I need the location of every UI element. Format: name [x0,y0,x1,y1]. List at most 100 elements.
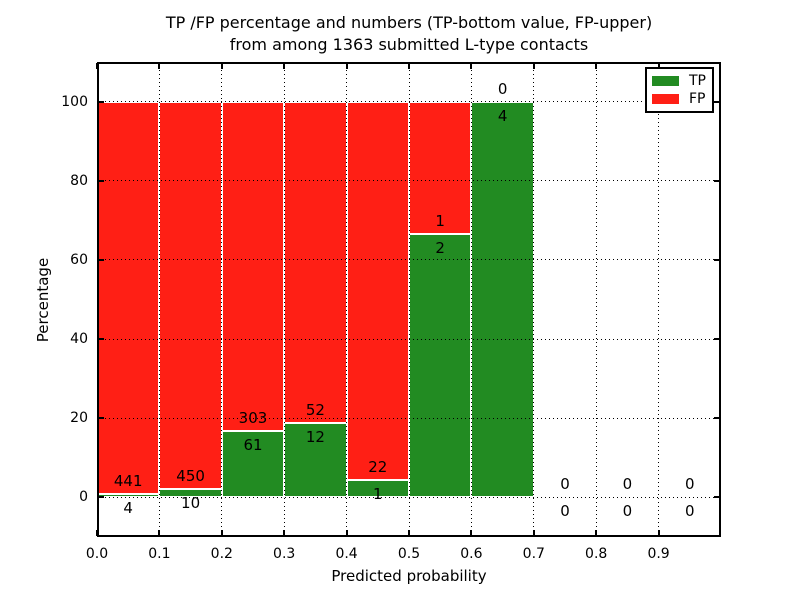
x-tick-label: 0.4 [335,546,358,562]
tp-count-label: 12 [305,428,325,447]
x-tick-mark [408,530,410,536]
y-tick-label: 60 [70,251,88,268]
x-tick-mark [96,63,98,69]
y-tick-label: 40 [70,331,88,348]
axes-frame [97,62,721,537]
bar-tp-segment [221,431,285,498]
fp-count-label: 441 [113,471,143,490]
fp-count-label: 1 [435,211,445,230]
x-tick-mark [408,63,410,69]
y-tick-mark [98,338,104,341]
y-tick-mark [714,258,720,261]
x-tick-mark [283,63,286,69]
y-tick-mark [714,496,720,499]
bar-tp-segment [471,101,534,498]
bar-tp-segment [409,233,472,498]
v-gridline [658,62,660,537]
y-tick-mark [714,100,720,103]
tp-count-label: 61 [243,436,263,455]
chart-title-line2: from among 1363 submitted L-type contact… [229,35,589,54]
v-gridline [408,62,410,537]
x-tick-mark [470,63,473,69]
tp-count-label: 0 [622,502,633,521]
x-tick-mark [532,63,535,69]
x-tick-label: 0.7 [522,546,545,562]
x-tick-label: 0.2 [210,546,233,562]
x-tick-label: 0.3 [273,546,296,562]
x-tick-mark [158,63,161,69]
x-axis-label: Predicted probability [331,567,487,585]
bar-fp-segment [409,101,472,234]
x-tick-label: 0.8 [585,546,608,562]
fp-legend-label: FP [689,91,706,107]
x-tick-mark [657,530,660,536]
tp-count-label: 0 [560,502,570,521]
v-gridline [595,62,597,537]
bar-tp-segment [346,480,409,498]
v-gridline [346,62,348,537]
fp-count-label: 0 [622,475,633,494]
bar-fp-segment [97,101,160,494]
x-tick-label: 0.0 [85,546,109,562]
y-tick-mark [98,258,104,261]
bar-fp-segment [159,101,222,489]
x-tick-label: 0.5 [397,546,421,562]
legend-entry-tp: TP [652,74,707,88]
bar-tp-segment [284,423,347,498]
fp-count-label: 22 [368,458,388,477]
tp-count-label: 10 [181,493,201,512]
y-tick-mark [714,338,720,341]
x-tick-mark [345,63,348,69]
y-tick-label: 0 [79,489,88,506]
fp-count-label: 303 [238,409,268,428]
x-tick-mark [96,530,98,536]
tp-count-label: 0 [685,502,695,521]
y-axis-label: Percentage [34,257,52,343]
fp-count-label: 0 [685,475,695,494]
x-tick-mark [657,63,660,69]
chart-title: TP /FP percentage and numbers (TP-bottom… [97,12,721,56]
fp-count-label: 0 [560,475,570,494]
y-tick-mark [98,100,104,103]
y-tick-label: 100 [61,93,88,110]
y-tick-mark [714,179,720,182]
tp-legend-label: TP [689,73,706,89]
x-tick-label: 0.6 [460,546,483,562]
v-gridline [221,62,223,537]
x-tick-mark [470,530,473,536]
v-gridline [533,62,535,537]
v-gridline [158,62,160,537]
tp-count-label: 4 [123,498,133,517]
x-tick-label: 0.1 [148,546,171,562]
v-gridline [470,62,472,537]
tp-legend-swatch [652,76,679,86]
fp-count-label: 450 [176,466,205,485]
legend: TP FP [645,67,714,113]
x-tick-mark [345,530,348,536]
y-tick-label: 80 [70,172,88,189]
bar-fp-segment [284,101,347,424]
x-tick-mark [220,63,223,69]
x-tick-mark [283,530,286,536]
x-tick-mark [158,530,161,536]
tp-count-label: 2 [435,238,445,257]
bar-fp-segment [221,101,285,432]
bar-fp-segment [346,101,409,481]
x-tick-label: 0.9 [647,546,670,562]
x-tick-mark [595,530,598,536]
v-gridline [283,62,285,537]
fp-legend-swatch [652,94,679,104]
legend-entry-fp: FP [652,92,707,106]
y-tick-mark [98,496,104,499]
x-tick-mark [595,63,598,69]
x-tick-mark [532,530,535,536]
chart-title-line1: TP /FP percentage and numbers (TP-bottom… [165,13,653,32]
tp-count-label: 1 [373,485,383,504]
x-tick-mark [220,530,223,536]
y-tick-mark [98,417,104,420]
y-tick-mark [98,179,104,182]
tp-count-label: 4 [497,106,508,125]
fp-count-label: 52 [305,401,325,420]
y-tick-mark [714,417,720,420]
